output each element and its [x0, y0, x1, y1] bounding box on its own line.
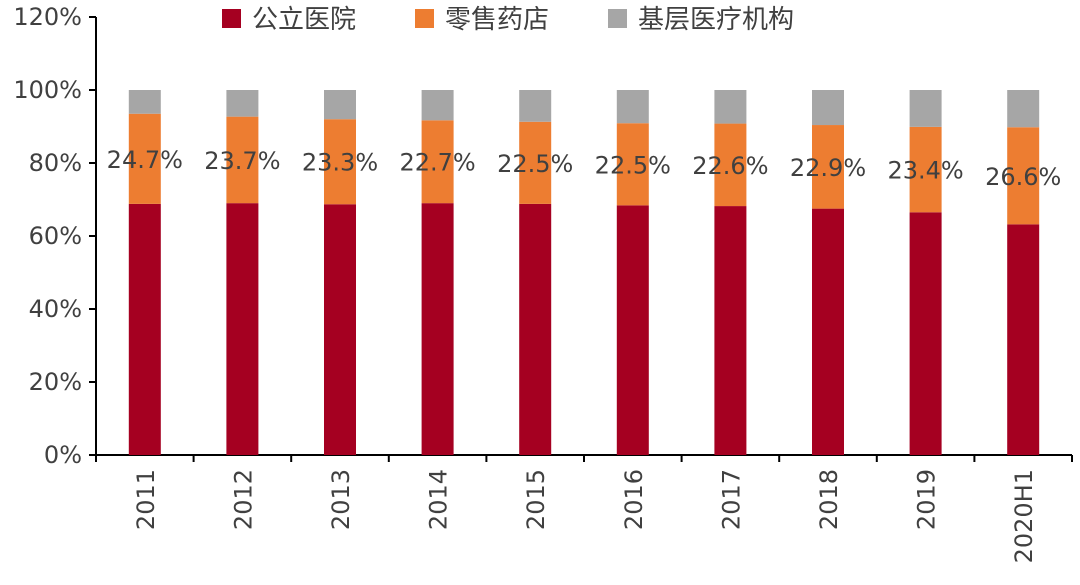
bar-segment-1: [519, 203, 552, 455]
y-tick-label: 120%: [13, 3, 82, 31]
legend-label-2: 零售药店: [445, 5, 549, 35]
legend-swatch-3: [608, 9, 627, 28]
y-tick-label: 80%: [29, 149, 82, 177]
bar-segment-2: [616, 123, 649, 206]
data-label: 22.5%: [497, 150, 573, 178]
data-label: 22.5%: [595, 151, 671, 179]
axes: 0% 20% 40% 60% 80% 100% 120% 2011 2012 2013 2014 20…: [13, 3, 1073, 563]
bar-segment-3: [421, 90, 454, 121]
y-tick-label: 0%: [44, 441, 82, 469]
bar-segment-2: [226, 116, 259, 204]
bar-segment-1: [714, 206, 747, 455]
x-tick-label: 2020H1: [1010, 469, 1038, 563]
bar-segment-2: [421, 120, 454, 204]
bar-segment-1: [909, 212, 942, 455]
y-tick-label: 20%: [29, 368, 82, 396]
data-label: 24.7%: [107, 146, 183, 174]
bar-segment-1: [1007, 224, 1040, 455]
bar-segment-3: [226, 90, 259, 117]
bars: [128, 90, 1040, 455]
bar-segment-1: [324, 204, 356, 455]
legend-swatch-2: [415, 9, 434, 28]
data-label: 26.6%: [985, 163, 1061, 191]
bar-segment-3: [1007, 90, 1040, 128]
bar-segment-1: [226, 203, 259, 455]
bar-segment-2: [128, 113, 161, 204]
y-tick-label: 40%: [29, 295, 82, 323]
bar-segment-3: [616, 90, 649, 124]
data-labels: 24.7% 23.7% 23.3% 22.7% 22.5% 22.5% 22.6% 22.9%…: [107, 146, 1062, 191]
legend-label-1: 公立医院: [252, 5, 356, 35]
bar-segment-2: [812, 125, 844, 209]
legend: 公立医院 零售药店 基层医疗机构: [222, 5, 794, 35]
bar-segment-2: [909, 126, 942, 213]
bar-segment-3: [324, 90, 356, 120]
bar-segment-3: [519, 90, 552, 122]
data-label: 23.3%: [302, 149, 378, 177]
x-tick-label: 2019: [913, 469, 941, 530]
x-tick-label: 2011: [132, 469, 160, 530]
y-tick-label: 100%: [13, 76, 82, 104]
bar-segment-1: [128, 203, 161, 455]
data-label: 22.6%: [692, 152, 768, 180]
legend-label-3: 基层医疗机构: [638, 5, 794, 35]
x-tick-label: 2016: [620, 469, 648, 530]
bar-segment-2: [714, 123, 747, 207]
bar-segment-1: [616, 205, 649, 455]
bar-segment-1: [421, 203, 454, 455]
data-label: 23.4%: [887, 157, 963, 185]
x-tick-label: 2018: [815, 469, 843, 530]
x-tick-label: 2014: [425, 469, 453, 530]
data-label: 22.7%: [399, 149, 475, 177]
bar-segment-3: [128, 90, 161, 114]
y-tick-label: 60%: [29, 222, 82, 250]
bar-segment-2: [324, 119, 356, 205]
x-tick-label: 2013: [327, 469, 355, 530]
x-tick-label: 2015: [522, 469, 550, 530]
bar-segment-3: [909, 90, 942, 127]
bar-segment-2: [1007, 127, 1040, 225]
x-tick-label: 2017: [717, 469, 745, 530]
bar-segment-3: [812, 90, 844, 126]
bar-segment-1: [812, 208, 844, 455]
data-label: 23.7%: [204, 147, 280, 175]
x-tick-label: 2012: [229, 469, 257, 530]
bar-segment-2: [519, 121, 552, 204]
data-label: 22.9%: [790, 154, 866, 182]
legend-swatch-1: [222, 9, 241, 28]
bar-segment-3: [714, 90, 747, 124]
